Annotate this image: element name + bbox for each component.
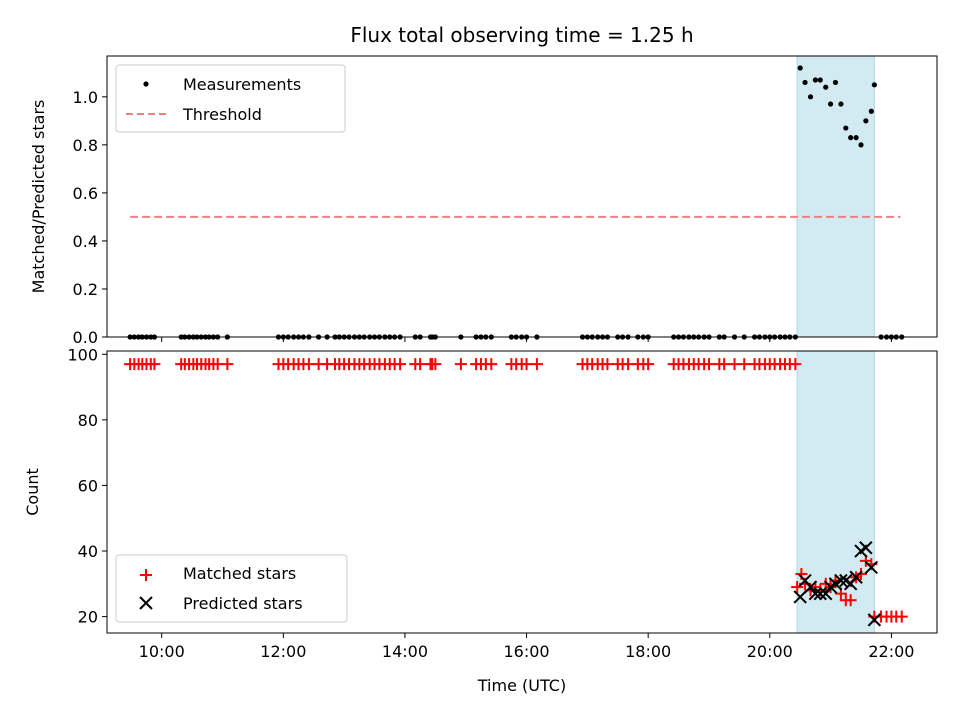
top-axes-frame xyxy=(106,55,938,338)
x-axis-label: Time (UTC) xyxy=(477,676,566,695)
y-tick-label: 0.8 xyxy=(73,136,98,155)
measurement-point xyxy=(832,79,839,86)
top-axis-ticks: 0.0 0.2 0.4 0.6 0.8 1.0 xyxy=(73,88,892,347)
top-legend: Measurements Threshold xyxy=(115,64,346,133)
predicted-stars-points xyxy=(793,541,882,627)
measurement-point xyxy=(807,94,814,100)
x-tick-label: 20:00 xyxy=(747,642,793,661)
top-highlight-span xyxy=(796,55,875,338)
x-tick-label: 10:00 xyxy=(139,642,185,661)
predicted-star-point xyxy=(849,570,863,584)
matched-star-point xyxy=(895,610,908,623)
y-tick-label: 0.6 xyxy=(73,184,98,203)
bottom-panel: 10:00 12:00 14:00 16:00 18:00 20:00 22:00 20 40 6… xyxy=(23,345,938,695)
matched-star-point xyxy=(844,594,857,607)
y-tick-label: 60 xyxy=(78,476,98,495)
measurement-point xyxy=(863,118,869,124)
highlight-span-rect xyxy=(796,55,875,338)
matched-star-point xyxy=(429,358,442,371)
measurements-legend-label: Measurements xyxy=(183,75,301,94)
predicted-star-point xyxy=(859,541,873,555)
measurement-point xyxy=(853,135,859,141)
predicted-stars-legend-marker xyxy=(139,596,153,610)
predicted-star-point xyxy=(834,573,848,588)
predicted-star-point xyxy=(803,580,818,594)
matched-star-point xyxy=(718,358,731,371)
matched-star-point xyxy=(221,358,234,371)
matched-star-point xyxy=(789,358,802,371)
measurement-point xyxy=(802,79,808,86)
matched-star-point xyxy=(738,358,751,371)
measurement-point xyxy=(868,108,874,114)
matched-star-point xyxy=(148,358,161,371)
matched-stars-points xyxy=(124,358,908,623)
measurement-point xyxy=(823,84,829,90)
measurement-point xyxy=(848,135,854,141)
x-tick-label: 18:00 xyxy=(625,642,671,661)
predicted-star-point xyxy=(808,586,823,601)
matched-star-point xyxy=(394,358,407,371)
measurement-point xyxy=(858,142,864,148)
matched-star-point xyxy=(601,358,614,371)
predicted-star-point xyxy=(867,613,882,627)
bottom-axis-ticks: 10:00 12:00 14:00 16:00 18:00 20:00 22:00 20 40 6… xyxy=(67,345,914,661)
y-tick-label: 1.0 xyxy=(73,88,98,107)
predicted-star-point xyxy=(864,560,879,575)
threshold-legend-label: Threshold xyxy=(182,105,262,124)
bottom-axes-frame xyxy=(106,350,938,634)
measurement-point xyxy=(817,77,823,83)
measurement-point xyxy=(797,65,803,71)
bottom-y-axis-label: Count xyxy=(23,468,42,516)
measurement-point xyxy=(838,101,844,107)
y-tick-label: 0.2 xyxy=(73,280,98,299)
predicted-stars-legend-label: Predicted stars xyxy=(183,594,303,613)
y-tick-label: 100 xyxy=(67,345,98,364)
matched-star-point xyxy=(454,358,467,371)
matched-star-point xyxy=(642,358,655,371)
measurement-point xyxy=(843,125,849,131)
matched-stars-legend-marker xyxy=(140,569,152,581)
top-legend-box xyxy=(115,64,346,133)
matched-star-point xyxy=(414,358,427,371)
matched-star-point xyxy=(791,581,804,594)
matched-star-point xyxy=(530,358,543,371)
y-tick-label: 0.0 xyxy=(73,328,98,347)
measurement-point xyxy=(827,101,834,107)
bottom-legend-box xyxy=(115,554,348,623)
top-y-axis-label: Matched/Predicted stars xyxy=(29,100,48,294)
measurements-legend-marker xyxy=(143,81,149,87)
x-tick-label: 12:00 xyxy=(260,642,306,661)
matched-star-point xyxy=(485,358,498,371)
y-tick-label: 20 xyxy=(78,608,98,627)
matched-star-point xyxy=(854,567,867,580)
predicted-star-point xyxy=(813,586,827,601)
x-tick-label: 14:00 xyxy=(382,642,428,661)
matched-star-point xyxy=(702,358,715,371)
predicted-star-point xyxy=(793,590,807,604)
measurement-point xyxy=(812,77,818,83)
chart-title: Flux total observing time = 1.25 h xyxy=(350,23,693,47)
y-tick-label: 0.4 xyxy=(73,232,98,251)
y-tick-label: 80 xyxy=(78,411,98,430)
y-tick-label: 40 xyxy=(78,542,98,561)
measurement-point xyxy=(871,82,877,88)
matched-stars-legend-label: Matched stars xyxy=(183,564,296,583)
x-tick-label: 16:00 xyxy=(504,642,550,661)
x-tick-label: 22:00 xyxy=(868,642,914,661)
bottom-legend: Matched stars Predicted stars xyxy=(115,554,348,623)
matched-star-point xyxy=(520,358,533,371)
top-panel: 0.0 0.2 0.4 0.6 0.8 1.0 Matched/Predicted sta… xyxy=(29,55,938,347)
